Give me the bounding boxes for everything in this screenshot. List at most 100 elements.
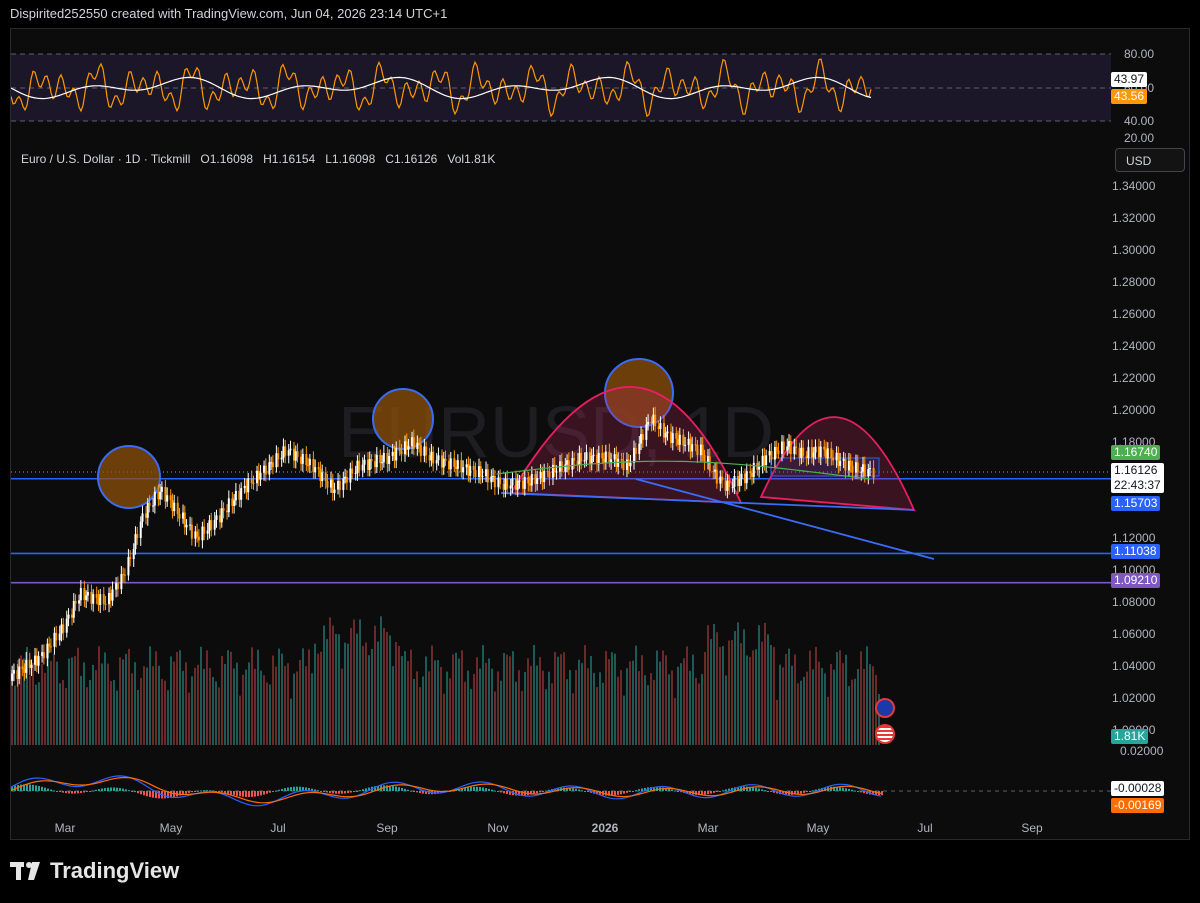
volume-bar [269, 684, 271, 745]
candle-body [351, 468, 354, 474]
volume-bar [563, 652, 565, 745]
volume-bar [350, 627, 352, 745]
macd-histogram-bar [521, 791, 523, 796]
volume-bar [299, 660, 301, 745]
volume-bar [569, 669, 571, 745]
candle-body [571, 457, 574, 470]
candle-body [356, 460, 359, 473]
candle-body [851, 465, 854, 473]
candle-body [530, 474, 533, 486]
volume-bar [512, 651, 514, 745]
volume-bar [521, 691, 523, 745]
price-axis-tick: 1.32000 [1112, 211, 1156, 225]
candle-body [178, 514, 181, 519]
macd-histogram-bar [722, 790, 724, 792]
volume-bar [161, 678, 163, 745]
volume-bar [806, 671, 808, 745]
macd-histogram-bar [182, 791, 184, 795]
candle-body [497, 477, 500, 488]
macd-histogram-bar [281, 788, 283, 791]
candle-body [782, 441, 785, 451]
candle-body [634, 447, 637, 454]
macd-histogram-bar [698, 791, 700, 795]
macd-histogram-bar [149, 791, 151, 798]
volume-bar [362, 646, 364, 745]
macd-histogram-bar [854, 790, 856, 792]
candle-body [847, 460, 850, 471]
macd-histogram-bar [725, 789, 727, 791]
candle-body [863, 464, 866, 477]
macd-histogram-bar [422, 791, 424, 794]
volume-bar [83, 662, 85, 745]
candle-body [691, 444, 694, 452]
volume-bar [572, 693, 574, 745]
volume-bar [812, 669, 814, 745]
volume-bar [599, 672, 601, 745]
candle-body [95, 594, 98, 598]
candle-body [206, 530, 209, 534]
macd-histogram-bar [671, 789, 673, 791]
candle-body [657, 426, 660, 430]
price-tag-current: 1.16126 22:43:37 [1111, 463, 1164, 493]
candle-body [514, 478, 517, 490]
eu-flag-icon[interactable] [875, 698, 895, 718]
macd-histogram-bar [425, 791, 427, 794]
volume-bar [491, 668, 493, 745]
tradingview-logo-icon [10, 862, 40, 880]
macd-histogram-bar [338, 791, 340, 794]
macd-histogram-bar [71, 791, 73, 794]
volume-bar [452, 654, 454, 745]
candle-body [481, 476, 484, 478]
volume-bar [782, 667, 784, 745]
volume-bar [746, 655, 748, 745]
volume-bar [14, 685, 16, 745]
volume-bar [389, 635, 391, 745]
macd-histogram-bar [392, 785, 394, 791]
candle-body [601, 452, 604, 459]
macd-histogram-bar [488, 788, 490, 791]
macd-histogram-bar [248, 791, 250, 798]
candle-body [597, 452, 600, 465]
volume-bar [263, 675, 265, 745]
macd-histogram-bar [326, 791, 328, 793]
currency-button[interactable]: USD [1115, 148, 1185, 172]
macd-histogram-bar [254, 791, 256, 797]
time-axis-tick: Jul [917, 821, 932, 835]
candle-body [622, 460, 625, 471]
volume-bar [137, 689, 139, 745]
chart-panel[interactable]: EURUSD, 1D 1.34000 1.32000 1.30000 1.28000 1… [10, 28, 1190, 840]
macd-histogram-bar [746, 786, 748, 791]
volume-bar [200, 646, 202, 745]
macd-histogram-bar [407, 789, 409, 791]
macd-histogram-bar [170, 791, 172, 798]
volume-bar [374, 625, 376, 745]
macd-histogram-bar [158, 791, 160, 799]
candle-body [16, 670, 19, 680]
candle-body [761, 455, 764, 467]
price-axis-tick: 1.04000 [1112, 659, 1156, 673]
volume-bar [95, 670, 97, 745]
price-axis-tick: 1.24000 [1112, 339, 1156, 353]
candle-body [127, 556, 130, 576]
us-flag-icon[interactable] [875, 724, 895, 744]
volume-bar [557, 656, 559, 745]
price-axis-tick: 1.30000 [1112, 243, 1156, 257]
candle-body [835, 452, 838, 461]
macd-histogram-bar [752, 787, 754, 791]
volume-bar [353, 619, 355, 745]
price-axis-tick: 1.34000 [1112, 179, 1156, 193]
candle-body [652, 414, 655, 424]
macd-histogram-bar [881, 791, 883, 796]
macd-histogram-bar [266, 791, 268, 794]
volume-bar [629, 661, 631, 745]
chart-canvas[interactable]: EURUSD, 1D 1.340001.320001.300001.280001… [11, 29, 1190, 840]
candle-body [687, 438, 690, 445]
candle-body [305, 453, 308, 466]
volume-bar [644, 675, 646, 745]
candle-body [367, 459, 370, 471]
volume-label: Vol [447, 152, 465, 166]
volume-value: 1.81K [464, 152, 496, 166]
candle-body [703, 455, 706, 463]
candle-body [227, 498, 230, 513]
volume-bar [620, 670, 622, 745]
